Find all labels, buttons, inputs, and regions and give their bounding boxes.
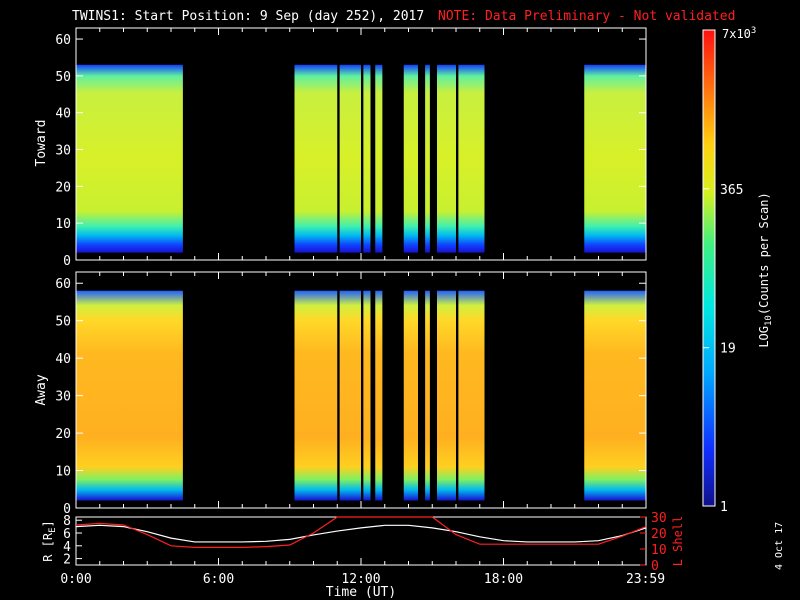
lshell-ytick-label-0: 0 [651,559,659,574]
toward-panel: 0 10 20 30 40 50 60 Toward [34,27,647,269]
lshell-axis-label: L Shell [671,516,685,567]
lshell-ytick-label-20: 20 [651,527,667,542]
toward-ytick-label-40: 40 [55,107,71,122]
away-y-label: Away [34,374,49,405]
away-ytick-label-60: 60 [55,277,71,292]
lshell-line [75,516,647,549]
away-data-window-8 [458,290,485,501]
away-ytick-label-0: 0 [63,502,71,517]
away-ytick-label-30: 30 [55,390,71,405]
cbar-tick-label-19: 19 [720,342,736,357]
r-ytick-label-2: 2 [63,553,71,568]
date-stamp: 4 Oct 17 [774,522,785,570]
cbar-tick-label-1: 1 [720,500,728,515]
away-spectrogram [76,290,646,501]
away-y-ticks: 0 10 20 30 40 50 60 [55,272,647,517]
toward-ytick-label-30: 30 [55,144,71,159]
colorbar-top-label: 7x103 [722,26,756,41]
x-tick-label-4: 23:59 [626,572,665,587]
colorbar: 1 19 365 7x103 LOG10(Counts per Scan) [702,26,774,515]
toward-y-ticks: 0 10 20 30 40 50 60 [55,28,647,269]
cbar-tick-label-365: 365 [720,183,743,198]
away-ytick-label-10: 10 [55,465,71,480]
away-data-window-2 [339,290,361,501]
away-ytick-label-40: 40 [55,352,71,367]
x-tick-label-3: 18:00 [484,572,523,587]
toward-data-window-0 [76,64,183,253]
colorbar-label: LOG10(Counts per Scan) [757,192,774,347]
toward-ytick-label-20: 20 [55,180,71,195]
toward-data-window-7 [437,64,456,253]
figure-title: TWINS1: Start Position: 9 Sep (day 252),… [72,9,424,24]
x-tick-label-1: 6:00 [203,572,234,587]
away-ytick-label-20: 20 [55,427,71,442]
colorbar-gradient [702,29,716,507]
x-tick-label-0: 0:00 [60,572,91,587]
toward-data-window-8 [458,64,485,253]
toward-ytick-label-0: 0 [63,254,71,269]
orbit-lines [75,516,647,549]
toward-ytick-label-10: 10 [55,217,71,232]
r-ytick-label-4: 4 [63,540,71,555]
away-data-window-9 [584,290,646,501]
toward-data-window-3 [363,64,371,253]
away-panel: 0 10 20 30 40 50 60 Away [34,271,647,517]
r-ytick-label-6: 6 [63,527,71,542]
toward-data-window-4 [375,64,383,253]
toward-data-window-6 [425,64,430,253]
colorbar-ticks: 1 19 365 [703,183,743,515]
away-ytick-label-50: 50 [55,315,71,330]
preliminary-note: NOTE: Data Preliminary - Not validated [438,9,735,24]
toward-y-label: Toward [34,120,49,167]
r-axis-label-sub: E [48,527,58,532]
lshell-ytick-label-30: 30 [651,511,667,526]
lshell-ytick-label-10: 10 [651,543,667,558]
toward-data-window-1 [294,64,338,253]
toward-ytick-label-50: 50 [55,70,71,85]
r-line [75,524,647,543]
r-ytick-label-8: 8 [63,514,71,529]
away-data-window-6 [425,290,430,501]
away-data-window-7 [437,290,456,501]
toward-data-window-9 [584,64,646,253]
away-data-window-1 [294,290,338,501]
away-data-window-3 [363,290,371,501]
away-data-window-0 [76,290,183,501]
x-axis-label: Time (UT) [326,585,396,600]
toward-data-window-5 [403,64,418,253]
r-axis-label: R [RE] [41,520,58,562]
toward-ytick-label-60: 60 [55,33,71,48]
toward-spectrogram [76,64,646,253]
toward-data-window-2 [339,64,361,253]
away-data-window-4 [375,290,383,501]
away-data-window-5 [403,290,418,501]
x-tick-label-2: 12:00 [341,572,380,587]
